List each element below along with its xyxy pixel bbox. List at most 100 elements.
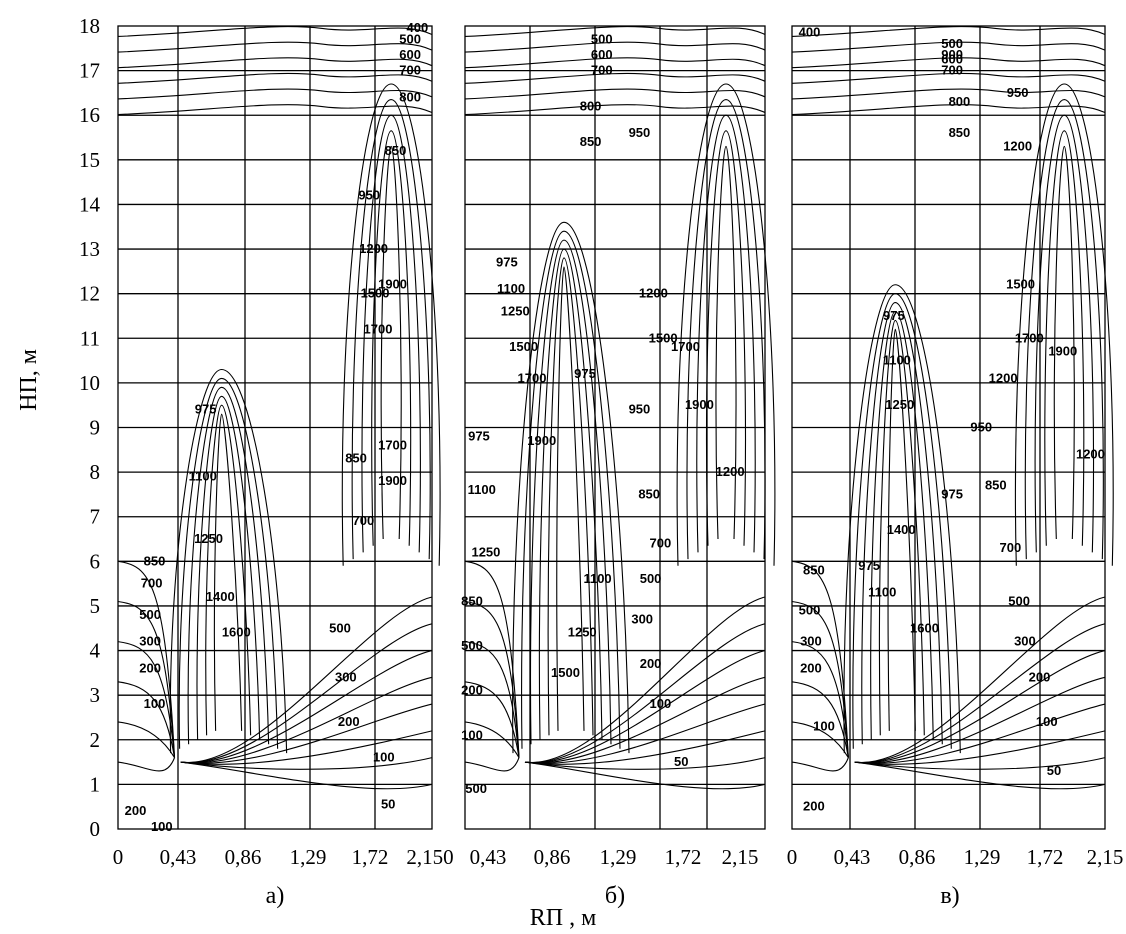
contour-value-label: 300 xyxy=(631,611,653,626)
y-tick-label: 1 xyxy=(90,772,101,796)
contour-value-label: 975 xyxy=(468,428,490,443)
contour-value-label: 100 xyxy=(373,750,395,765)
contour-value-label: 100 xyxy=(461,727,483,742)
contour-value-label: 700 xyxy=(141,576,163,591)
contour-line xyxy=(870,310,934,740)
contour-value-label: 800 xyxy=(580,98,602,113)
x-tick-label: 1,29 xyxy=(600,845,637,869)
contour-value-label: 500 xyxy=(399,31,421,46)
contour-value-label: 1100 xyxy=(497,281,525,296)
contour-line xyxy=(521,230,621,749)
contour-line xyxy=(854,757,1106,770)
contour-line xyxy=(464,641,520,758)
contour-line xyxy=(341,83,441,566)
x-tick-label: 0,86 xyxy=(899,845,936,869)
contour-line xyxy=(180,761,433,790)
contour-value-label: 850 xyxy=(345,451,367,466)
contour-value-label: 100 xyxy=(649,696,671,711)
contour-value-label: 950 xyxy=(970,420,992,435)
contour-value-label: 600 xyxy=(941,51,963,66)
y-tick-label: 9 xyxy=(90,416,101,440)
y-tick-label: 15 xyxy=(79,148,100,172)
contour-line xyxy=(351,99,431,560)
contour-value-label: 850 xyxy=(949,125,971,140)
contour-value-label: 100 xyxy=(813,718,835,733)
contour-value-label: 200 xyxy=(461,683,483,698)
y-tick-label: 0 xyxy=(90,817,101,841)
contour-value-label: 500 xyxy=(139,607,161,622)
contour-value-label: 1200 xyxy=(1076,446,1105,461)
contour-line xyxy=(464,104,766,116)
x-tick-label: 0 xyxy=(113,845,124,869)
contour-value-label: 1200 xyxy=(359,241,388,256)
contour-line xyxy=(854,761,1106,790)
contour-line xyxy=(852,293,952,749)
contour-value-label: 700 xyxy=(591,63,613,78)
contour-value-label: 800 xyxy=(949,94,971,109)
contour-line xyxy=(556,266,585,731)
x-tick-label: 1,29 xyxy=(290,845,327,869)
contour-value-label: 100 xyxy=(1036,714,1058,729)
contour-line xyxy=(380,145,402,540)
contour-line xyxy=(686,99,766,560)
contour-value-label: 600 xyxy=(591,47,613,62)
contour-value-label: 975 xyxy=(941,486,963,501)
x-tick-label: 2,15 xyxy=(1087,845,1124,869)
contour-value-label: 700 xyxy=(353,513,375,528)
contour-value-label: 850 xyxy=(144,553,166,568)
contour-line xyxy=(529,239,612,745)
contour-value-label: 1250 xyxy=(501,304,530,319)
x-axis-label: RП , м xyxy=(530,905,597,931)
contour-line xyxy=(464,681,520,758)
y-tick-label: 4 xyxy=(90,639,101,663)
y-tick-label: 7 xyxy=(90,505,101,529)
contour-line xyxy=(117,57,433,69)
y-tick-label: 17 xyxy=(79,59,100,83)
contour-line xyxy=(1053,145,1075,540)
y-tick-label: 13 xyxy=(79,237,100,261)
contour-line xyxy=(843,284,961,754)
contour-line xyxy=(524,761,766,790)
contour-value-label: 400 xyxy=(799,25,821,40)
y-tick-label: 16 xyxy=(79,103,100,127)
contour-value-label: 1100 xyxy=(189,469,217,484)
contour-value-label: 975 xyxy=(195,402,217,417)
contour-value-label: 1400 xyxy=(206,589,235,604)
x-tick-label: 0,43 xyxy=(160,845,197,869)
contour-line xyxy=(180,596,433,763)
contour-line xyxy=(861,302,943,745)
contour-line xyxy=(464,41,766,53)
contour-value-label: 975 xyxy=(574,366,596,381)
contour-value-label: 100 xyxy=(144,696,166,711)
contour-value-label: 1250 xyxy=(194,531,223,546)
y-tick-label: 14 xyxy=(79,192,101,216)
contour-value-label: 1500 xyxy=(361,286,390,301)
contour-value-label: 1400 xyxy=(887,522,916,537)
contour-line xyxy=(196,395,261,740)
panel-label: в) xyxy=(940,883,959,909)
x-tick-label: 1,29 xyxy=(964,845,1001,869)
contour-line xyxy=(524,676,766,764)
contour-line xyxy=(169,368,288,754)
contour-line xyxy=(791,41,1106,53)
contour-value-label: 1200 xyxy=(1003,138,1032,153)
contour-line xyxy=(117,641,176,758)
contour-line xyxy=(117,721,175,758)
x-tick-label: 0,43 xyxy=(470,845,507,869)
y-tick-label: 2 xyxy=(90,728,101,752)
contour-value-label: 200 xyxy=(125,803,147,818)
contour-line xyxy=(1014,83,1114,566)
contour-value-label: 950 xyxy=(629,402,651,417)
contour-value-label: 1500 xyxy=(1006,277,1035,292)
contour-value-label: 1600 xyxy=(910,620,939,635)
contour-line xyxy=(464,88,766,100)
contour-value-label: 700 xyxy=(649,535,671,550)
x-tick-label: 0,43 xyxy=(834,845,871,869)
contour-value-label: 800 xyxy=(399,89,421,104)
panels: 4005006007008008509501200150017001900170… xyxy=(113,20,1124,909)
contour-line xyxy=(524,757,766,770)
contour-value-label: 850 xyxy=(985,477,1007,492)
contour-line xyxy=(791,57,1106,69)
